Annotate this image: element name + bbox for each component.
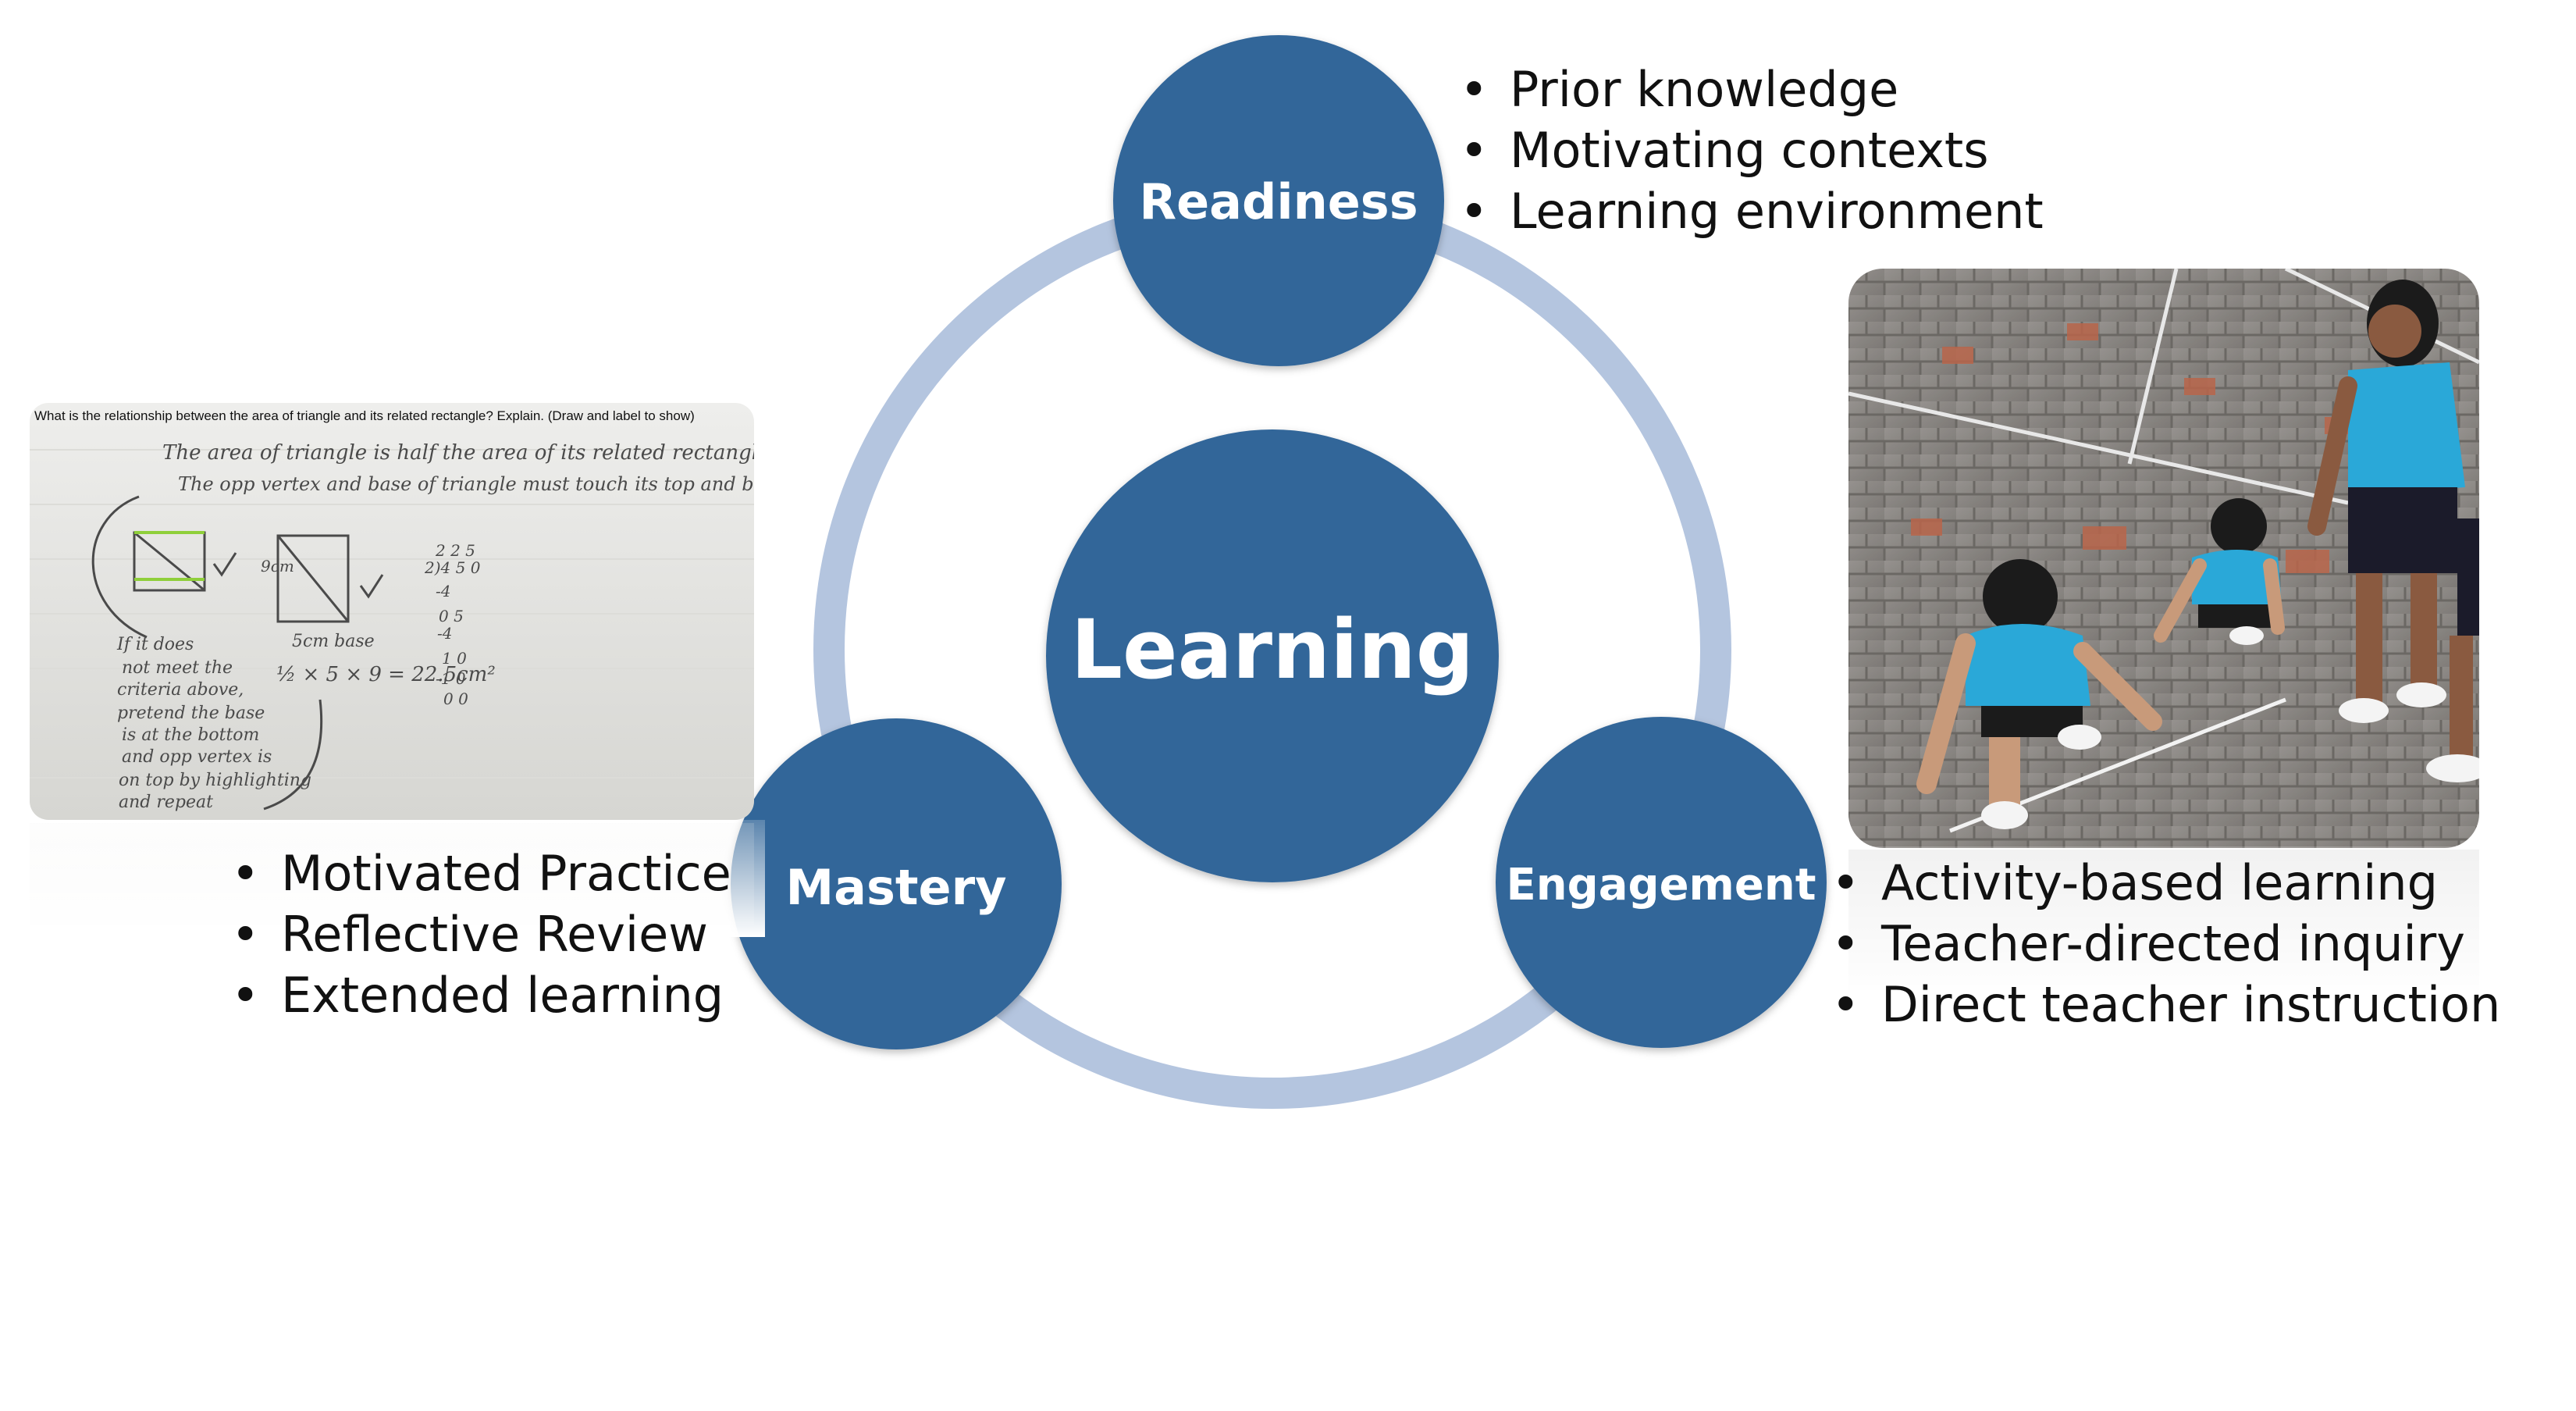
rectangle-sketch-1 — [133, 531, 237, 592]
svg-text:2 2 5: 2 2 5 — [435, 541, 475, 560]
readiness-bullet: Motivating contexts — [1460, 120, 2044, 181]
arrow-sketch — [91, 495, 148, 639]
area-formula: ½ × 5 × 9 = 22.5cm² — [276, 663, 496, 686]
engagement-bullet: Activity-based learning — [1831, 853, 2500, 914]
svg-text:0 5: 0 5 — [439, 607, 464, 625]
svg-text:If it does: If it does — [116, 635, 194, 654]
engagement-bullets: Activity-based learning Teacher-directed… — [1831, 853, 2500, 1035]
svg-text:pretend the base: pretend the base — [117, 704, 265, 723]
svg-text:on top by highlighting: on top by highlighting — [119, 771, 311, 790]
student-1 — [1916, 559, 2162, 829]
svg-text:0 0: 0 0 — [443, 689, 468, 708]
mastery-bullet: Reflective Review — [231, 904, 731, 965]
readiness-bullet: Prior knowledge — [1460, 59, 2044, 120]
mastery-node: Mastery — [731, 718, 1062, 1049]
height-label: 9cm — [261, 557, 294, 575]
svg-text:and repeat: and repeat — [119, 793, 213, 812]
engagement-node: Engagement — [1496, 717, 1827, 1048]
rectangle-sketch-2 — [276, 534, 384, 623]
worksheet-question: What is the relationship between the are… — [34, 408, 695, 423]
svg-text:2)4 5 0: 2)4 5 0 — [424, 558, 481, 577]
readiness-label: Readiness — [1139, 173, 1418, 230]
mastery-bullet: Motivated Practice — [231, 843, 731, 904]
dimension-label: 5cm base — [292, 632, 375, 651]
readiness-node: Readiness — [1113, 35, 1444, 366]
engagement-bullet: Teacher-directed inquiry — [1831, 914, 2500, 975]
mastery-bullet: Extended learning — [231, 965, 731, 1026]
svg-text:-4: -4 — [437, 624, 452, 643]
svg-text:-4: -4 — [436, 582, 450, 600]
engagement-label: Engagement — [1506, 860, 1816, 910]
svg-text:1 0: 1 0 — [442, 649, 467, 668]
mastery-label: Mastery — [785, 859, 1006, 916]
readiness-bullets: Prior knowledge Motivating contexts Lear… — [1460, 59, 2044, 242]
student-3 — [2307, 280, 2465, 723]
svg-text:not meet the: not meet the — [122, 658, 233, 678]
svg-text:-1 0: -1 0 — [436, 669, 466, 688]
svg-text:is at the bottom: is at the bottom — [122, 725, 259, 745]
students-activity-photo — [1848, 269, 2479, 848]
center-label: Learning — [1071, 602, 1474, 697]
engagement-bullet: Direct teacher instruction — [1831, 975, 2500, 1035]
worksheet-answer-line-2: The opp vertex and base of triangle must… — [178, 473, 815, 495]
svg-text:and opp vertex is: and opp vertex is — [122, 747, 272, 767]
long-division: 2 2 5 2)4 5 0 -4 0 5 -4 1 0 -1 0 0 0 — [424, 541, 481, 708]
student-2 — [2154, 498, 2285, 645]
worksheet-answer-line-1: The area of triangle is half the area of… — [162, 441, 770, 465]
worksheet-note: If it does not meet the criteria above, … — [116, 635, 311, 812]
svg-text:criteria above,: criteria above, — [117, 680, 244, 700]
readiness-bullet: Learning environment — [1460, 181, 2044, 242]
center-node: Learning — [1046, 429, 1499, 882]
student-4 — [2426, 518, 2479, 782]
mastery-bullets: Motivated Practice Reflective Review Ext… — [231, 843, 731, 1026]
worksheet-photo: What is the relationship between the are… — [30, 403, 815, 820]
arrow-sketch-2 — [263, 699, 323, 811]
